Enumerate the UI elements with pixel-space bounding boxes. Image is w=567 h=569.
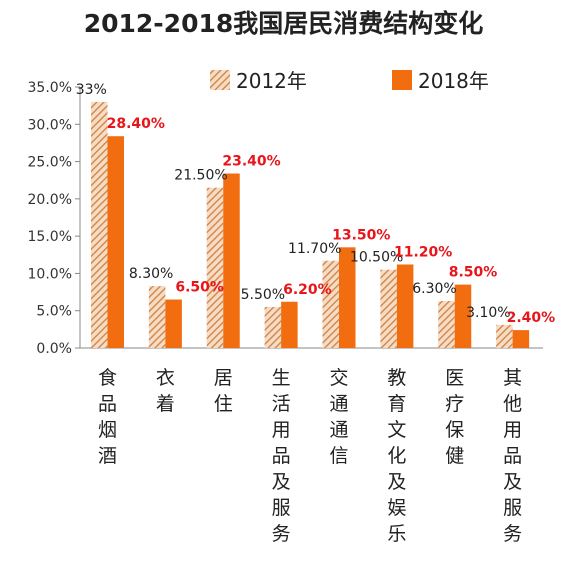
- bar-2012: [91, 101, 108, 349]
- legend-label-2012: 2012年: [236, 69, 307, 93]
- value-label-2018: 8.50%: [449, 265, 498, 281]
- category-label: 生活用品及服务: [272, 367, 291, 545]
- value-label-2012: 8.30%: [129, 266, 173, 282]
- y-tick-label: 0.0%: [36, 341, 72, 357]
- value-label-2012: 11.70%: [288, 241, 341, 257]
- value-label-2018: 6.20%: [283, 282, 332, 298]
- bar-2018: [223, 173, 240, 348]
- bar-2012: [380, 269, 397, 348]
- value-label-2012: 5.50%: [241, 287, 285, 303]
- category-label: 其他用品及服务: [503, 367, 522, 545]
- value-label-2018: 28.40%: [107, 116, 165, 132]
- y-tick-label: 15.0%: [28, 229, 72, 245]
- chart-bars: [91, 101, 530, 349]
- y-tick-label: 5.0%: [36, 304, 72, 320]
- category-label: 教育文化及娱乐: [387, 367, 406, 545]
- category-label: 衣着: [156, 367, 175, 415]
- value-label-2018: 2.40%: [507, 310, 556, 326]
- value-label-2018: 11.20%: [394, 244, 452, 260]
- category-label: 交通通信: [329, 367, 348, 467]
- value-label-2018: 13.50%: [332, 227, 390, 243]
- bar-2018: [281, 301, 298, 348]
- y-tick-label: 25.0%: [28, 155, 72, 171]
- legend-swatch-2012: [210, 70, 230, 90]
- bar-2012: [322, 260, 339, 348]
- bar-2018: [165, 299, 182, 348]
- value-label-2012: 33%: [76, 82, 107, 98]
- y-tick-label: 20.0%: [28, 192, 72, 208]
- bar-2012: [438, 301, 455, 348]
- value-label-2012: 6.30%: [412, 281, 456, 297]
- bar-2012: [148, 286, 166, 348]
- legend-swatch-2018: [392, 70, 412, 90]
- bar-2012: [206, 187, 224, 348]
- category-label: 食品烟酒: [98, 367, 117, 467]
- category-label: 医疗保健: [445, 367, 464, 467]
- chart-legend: 2012年 2018年: [210, 69, 489, 93]
- bar-2018: [107, 136, 124, 348]
- category-label: 居住: [214, 367, 233, 415]
- y-axis-ticks: 0.0% 5.0% 10.0% 15.0% 20.0% 25.0% 30.0% 35.0%: [28, 80, 80, 357]
- bar-2018: [396, 264, 414, 348]
- y-tick-label: 35.0%: [28, 80, 72, 96]
- value-labels: 33% 28.40% 8.30%6.50% 21.50%23.40% 5.50%6.20…: [76, 82, 555, 326]
- bar-2018: [512, 330, 530, 348]
- bar-2018: [454, 284, 472, 348]
- bar-2018: [339, 247, 356, 348]
- bar-2012: [496, 324, 513, 348]
- value-label-2018: 23.40%: [222, 154, 280, 170]
- y-tick-label: 30.0%: [28, 117, 72, 133]
- legend-label-2018: 2018年: [418, 69, 489, 93]
- value-label-2012: 10.50%: [350, 250, 403, 266]
- y-tick-label: 10.0%: [28, 266, 72, 282]
- bar-2012: [264, 306, 282, 348]
- value-label-2012: 3.10%: [466, 305, 510, 321]
- value-label-2012: 21.50%: [174, 168, 227, 184]
- value-label-2018: 6.50%: [175, 280, 224, 296]
- chart-title: 2012-2018我国居民消费结构变化: [83, 9, 484, 38]
